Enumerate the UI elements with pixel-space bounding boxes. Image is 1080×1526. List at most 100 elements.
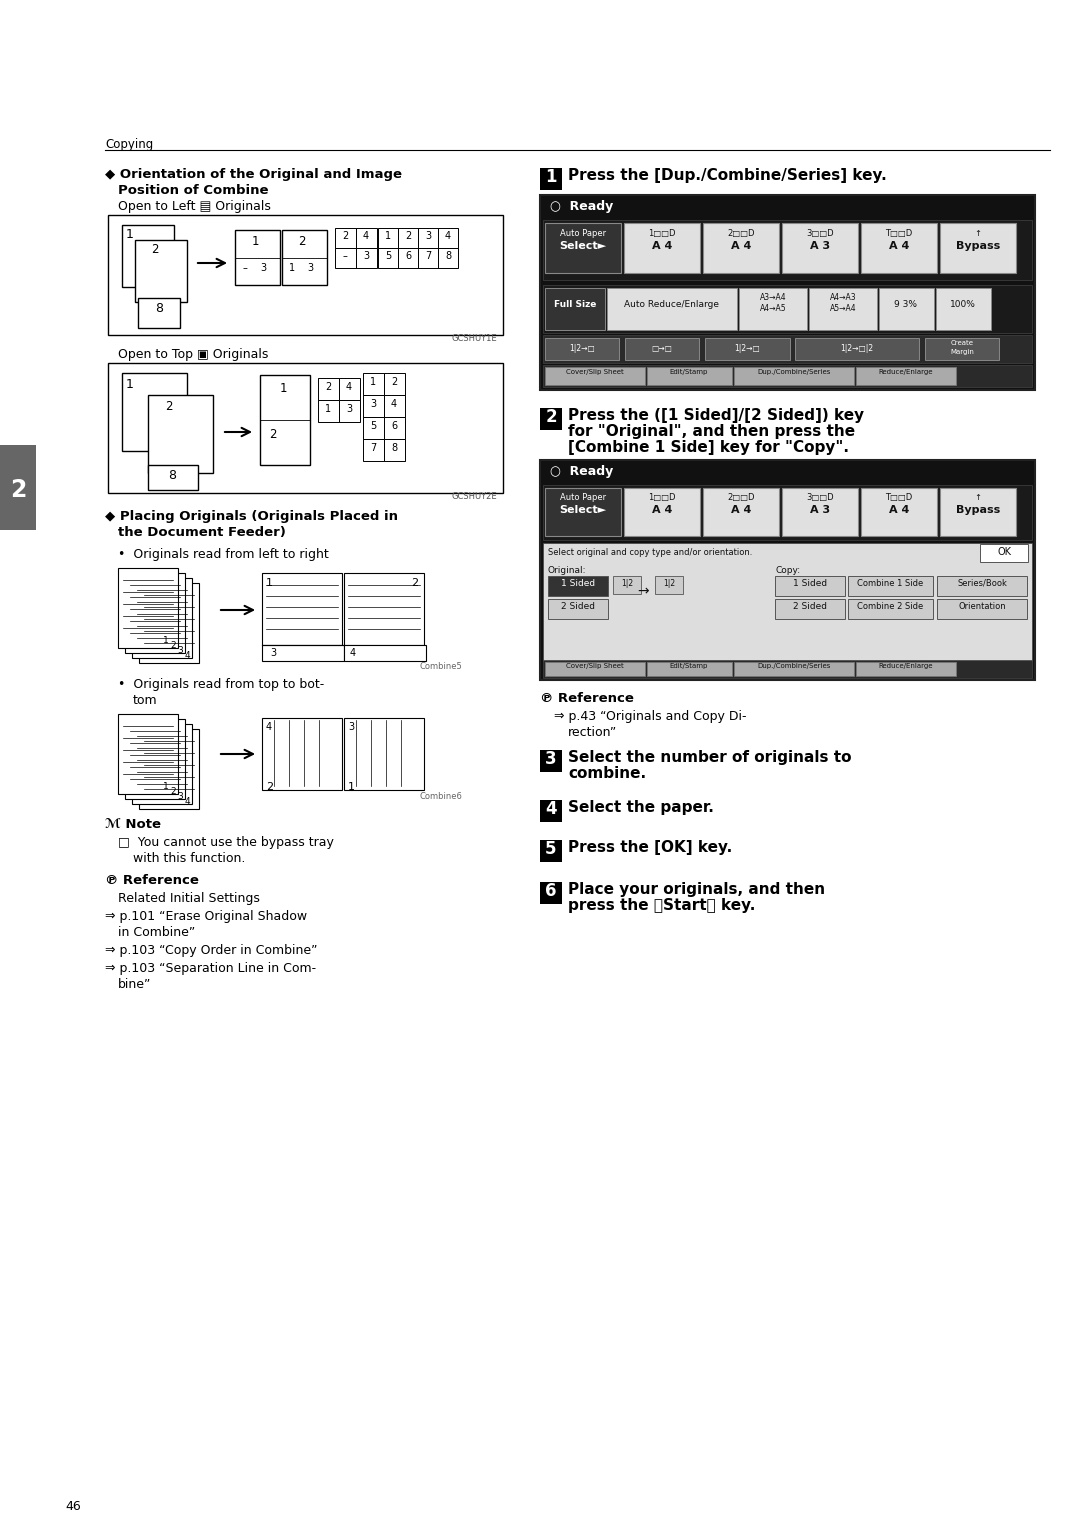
Text: A 4: A 4: [652, 241, 672, 250]
Text: Dup./Combine/Series: Dup./Combine/Series: [757, 662, 831, 668]
Text: Select original and copy type and/or orientation.: Select original and copy type and/or ori…: [548, 548, 753, 557]
Bar: [937, 600, 1027, 620]
Text: Select►: Select►: [559, 505, 607, 514]
Text: 2□□D: 2□□D: [727, 229, 755, 238]
Bar: [543, 485, 1032, 540]
Text: 2□□D: 2□□D: [727, 493, 755, 502]
Bar: [335, 227, 356, 249]
Text: 4: 4: [266, 722, 272, 732]
Text: ⇒ p.101 “Erase Original Shadow: ⇒ p.101 “Erase Original Shadow: [105, 909, 307, 923]
Text: Reduce/Enlarge: Reduce/Enlarge: [879, 369, 933, 375]
Bar: [861, 223, 937, 273]
Text: ◆ Placing Originals (Originals Placed in: ◆ Placing Originals (Originals Placed in: [105, 510, 399, 523]
Bar: [148, 395, 213, 473]
Text: with this function.: with this function.: [133, 852, 245, 865]
Text: T□□D: T□□D: [886, 493, 913, 502]
Bar: [540, 800, 562, 823]
Text: 1: 1: [325, 404, 332, 414]
Text: Bypass: Bypass: [956, 505, 1000, 514]
Text: Dup./Combine/Series: Dup./Combine/Series: [757, 369, 831, 375]
Bar: [262, 719, 342, 790]
Text: 1: 1: [280, 382, 287, 395]
Bar: [545, 337, 619, 360]
Bar: [940, 223, 1016, 273]
Text: 3: 3: [307, 262, 313, 273]
Text: Position of Combine: Position of Combine: [118, 185, 269, 197]
Bar: [122, 224, 174, 287]
Text: 2: 2: [405, 230, 411, 241]
Text: the Document Feeder): the Document Feeder): [118, 526, 286, 539]
Text: A 3: A 3: [810, 505, 831, 514]
Text: 1 Sided: 1 Sided: [561, 578, 595, 588]
Text: Cover/Slip Sheet: Cover/Slip Sheet: [566, 369, 624, 375]
Text: 3: 3: [346, 404, 352, 414]
Text: □  You cannot use the bypass tray: □ You cannot use the bypass tray: [118, 836, 334, 848]
Bar: [775, 575, 845, 597]
Text: ⇒ p.103 “Copy Order in Combine”: ⇒ p.103 “Copy Order in Combine”: [105, 945, 318, 957]
Text: 1: 1: [126, 227, 134, 241]
Bar: [0, 446, 36, 530]
Text: 3: 3: [348, 722, 354, 732]
Text: Select the number of originals to: Select the number of originals to: [568, 749, 851, 765]
Text: Auto Paper: Auto Paper: [559, 229, 606, 238]
Bar: [545, 488, 621, 536]
Bar: [345, 719, 424, 790]
Text: Select the paper.: Select the paper.: [568, 800, 714, 815]
Text: 4: 4: [346, 382, 352, 392]
Text: GCSHUY2E: GCSHUY2E: [451, 491, 497, 501]
Bar: [543, 285, 1032, 333]
Text: bine”: bine”: [118, 978, 151, 990]
Text: GCSHUY1E: GCSHUY1E: [451, 334, 497, 343]
Bar: [613, 575, 642, 594]
Bar: [937, 575, 1027, 597]
Text: Reduce/Enlarge: Reduce/Enlarge: [879, 662, 933, 668]
Bar: [363, 395, 384, 417]
Bar: [782, 488, 858, 536]
Bar: [856, 366, 956, 385]
Text: A 3: A 3: [810, 241, 831, 250]
Bar: [363, 417, 384, 439]
Bar: [654, 575, 683, 594]
Text: 1|2: 1|2: [663, 578, 675, 588]
Bar: [624, 488, 700, 536]
Text: for "Original", and then press the: for "Original", and then press the: [568, 424, 855, 439]
Text: A4→A3: A4→A3: [829, 293, 856, 302]
Bar: [856, 662, 956, 676]
Bar: [356, 227, 377, 249]
Bar: [384, 372, 405, 395]
Text: Edit/Stamp: Edit/Stamp: [670, 369, 708, 375]
Bar: [108, 215, 503, 336]
Text: tom: tom: [133, 694, 158, 707]
Text: 1|2→□: 1|2→□: [569, 343, 595, 353]
Text: ○  Ready: ○ Ready: [550, 465, 613, 478]
Text: 6: 6: [391, 421, 397, 430]
Text: Copying: Copying: [105, 137, 153, 151]
Text: 2: 2: [165, 400, 173, 414]
Bar: [438, 249, 458, 269]
Bar: [132, 578, 192, 658]
Bar: [543, 661, 1032, 678]
Text: 4: 4: [185, 797, 190, 806]
Text: A 4: A 4: [652, 505, 672, 514]
Text: 4: 4: [350, 649, 356, 658]
Bar: [879, 288, 934, 330]
Bar: [647, 366, 732, 385]
Bar: [399, 227, 418, 249]
Text: ⇒ p.103 “Separation Line in Com-: ⇒ p.103 “Separation Line in Com-: [105, 961, 316, 975]
Bar: [848, 575, 933, 597]
Text: A 4: A 4: [731, 241, 752, 250]
Bar: [543, 365, 1032, 388]
Text: 5: 5: [384, 250, 391, 261]
Bar: [418, 249, 438, 269]
Bar: [703, 223, 779, 273]
Text: ⇒ p.43 “Originals and Copy Di-: ⇒ p.43 “Originals and Copy Di-: [554, 710, 746, 723]
Text: combine.: combine.: [568, 766, 646, 781]
Text: Series/Book: Series/Book: [957, 578, 1007, 588]
Text: 4: 4: [445, 230, 451, 241]
Text: 2: 2: [171, 787, 176, 797]
Text: Combine 1 Side: Combine 1 Side: [856, 578, 923, 588]
Text: 1|2: 1|2: [621, 578, 633, 588]
Text: 3: 3: [177, 792, 183, 801]
Bar: [924, 337, 999, 360]
Text: 1: 1: [545, 168, 557, 186]
